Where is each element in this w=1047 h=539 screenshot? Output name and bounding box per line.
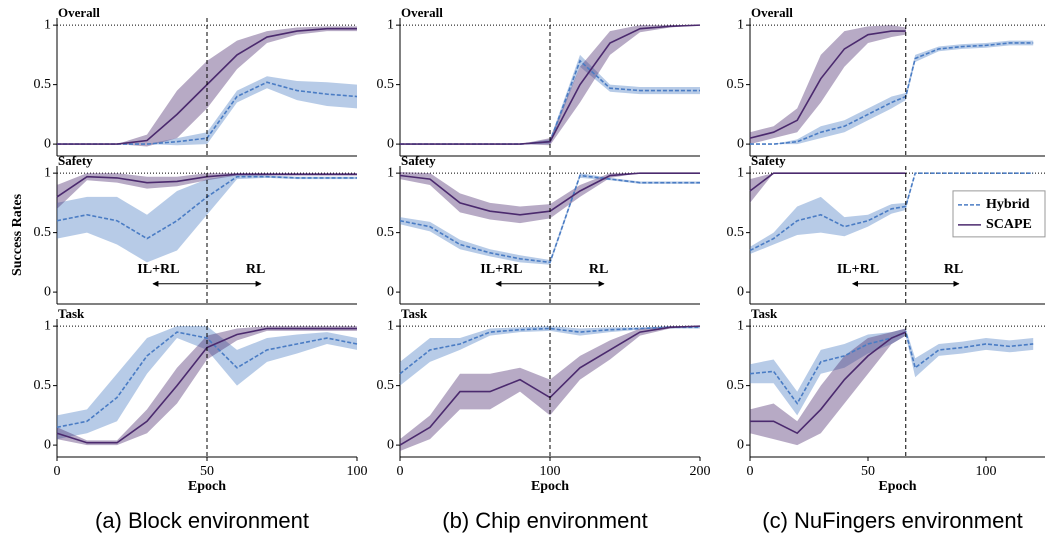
y-tick-label: 1 [387,165,394,180]
x-axis-label: Epoch [188,479,226,494]
y-tick-label: 0.5 [377,225,395,240]
error-band [57,76,357,146]
series-line [750,331,907,435]
y-tick-label: 0.5 [377,378,395,393]
y-tick-label: 1 [737,165,744,180]
y-tick-label: 0 [737,437,744,452]
legend-box [952,190,1046,238]
y-tick-label: 0.5 [34,378,52,393]
panel-title: Task [401,306,428,321]
y-tick-label: 0 [387,136,394,151]
series-line [749,172,1034,252]
x-tick-label: 0 [397,464,404,479]
x-tick-label: 50 [861,464,875,479]
y-tick-label: 0 [387,437,394,452]
error-band [400,326,700,452]
y-tick-label: 1 [44,17,51,32]
y-tick-label: 1 [387,17,394,32]
y-tick-label: 0 [44,437,51,452]
y-axis-label: Success Rates [10,193,25,276]
annotation: RL [246,262,265,277]
error-band [750,173,906,203]
panel-title: Overall [401,5,443,20]
annotation: RL [589,262,608,277]
legend-label: Hybrid [986,197,1030,212]
series-line [750,42,1034,145]
error-band [400,171,700,224]
y-tick-label: 0.5 [377,77,395,92]
series-line [400,24,701,145]
y-tick-label: 0 [737,284,744,299]
panel-title: Overall [751,5,793,20]
y-tick-label: 1 [737,318,744,333]
x-tick-label: 100 [976,464,997,479]
annotation: IL+RL [137,262,179,277]
panel-title: Task [58,306,85,321]
annotation: IL+RL [480,262,522,277]
error-band [57,173,357,209]
x-tick-label: 0 [54,464,61,479]
x-tick-label: 100 [540,464,561,479]
series-line [56,331,358,429]
y-tick-label: 0 [44,136,51,151]
error-band [750,328,1034,416]
y-tick-label: 0.5 [34,225,52,240]
error-band [57,26,357,147]
error-band [750,328,906,446]
x-axis-label: Epoch [878,479,916,494]
x-tick-label: 50 [200,464,214,479]
error-band [750,173,1034,255]
error-band [750,25,906,145]
series-line [749,172,906,192]
y-tick-label: 1 [737,17,744,32]
x-tick-label: 100 [347,464,368,479]
annotation: IL+RL [837,262,879,277]
caption: (a) Block environment [95,508,309,533]
series-line [399,174,700,264]
y-tick-label: 0 [44,284,51,299]
y-tick-label: 0.5 [34,77,52,92]
error-band [400,326,700,386]
caption: (c) NuFingers environment [762,508,1022,533]
series-line [749,30,906,139]
panel-title: Safety [751,153,786,168]
legend-label: SCAPE [986,217,1032,232]
y-tick-label: 1 [44,318,51,333]
y-tick-label: 0 [737,136,744,151]
error-band [57,326,357,440]
y-tick-label: 0 [387,284,394,299]
x-tick-label: 0 [747,464,754,479]
y-tick-label: 0.5 [727,77,745,92]
series-line [399,326,700,375]
error-band [57,174,357,263]
x-tick-label: 200 [690,464,711,479]
error-band [400,25,700,146]
panel-title: Task [751,306,778,321]
x-axis-label: Epoch [531,479,569,494]
y-tick-label: 0.5 [727,225,745,240]
y-tick-label: 1 [44,165,51,180]
y-tick-label: 1 [387,318,394,333]
annotation: RL [944,262,963,277]
panel-title: Safety [401,153,436,168]
panel-title: Overall [58,5,100,20]
caption: (b) Chip environment [442,508,647,533]
y-tick-label: 0.5 [727,378,745,393]
panel-title: Safety [58,153,93,168]
